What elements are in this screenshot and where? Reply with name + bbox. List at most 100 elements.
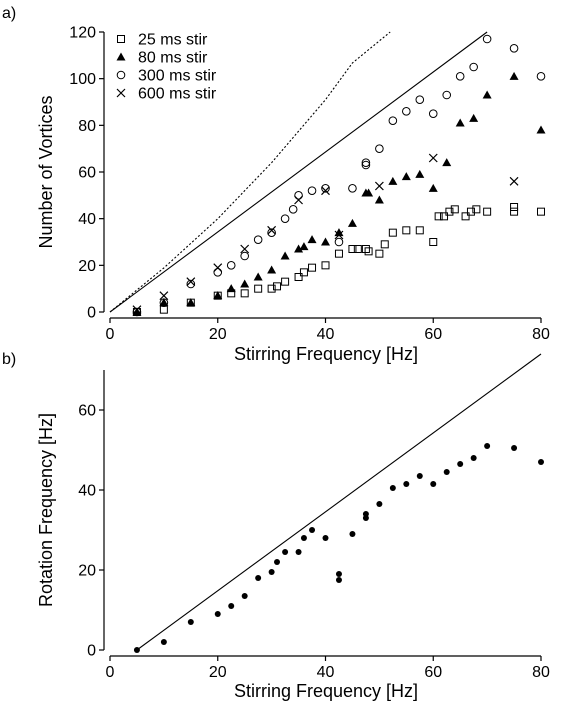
data-point-80-ms-stir [321, 237, 330, 246]
data-point-filled-circle [457, 461, 464, 467]
data-point-300-ms-stir [428, 109, 438, 118]
panel-b-y-ticks: 0 20 40 60 [78, 403, 104, 660]
data-point-25-ms-stir [483, 207, 492, 216]
panel-b-label: b) [2, 351, 16, 368]
data-point-300-ms-stir [469, 62, 478, 72]
data-point-filled-circle [403, 481, 410, 487]
data-point-25-ms-stir [450, 205, 459, 214]
data-point-80-ms-stir [226, 284, 236, 293]
legend-label-25-ms-stir: 25 ms stir [138, 32, 208, 49]
data-point-80-ms-stir [240, 279, 250, 288]
data-point-filled-circle [133, 647, 140, 653]
data-point-300-ms-stir [321, 184, 330, 193]
panel-b-x-ticks: 0 20 40 60 80 [106, 656, 550, 681]
data-point-600-ms-stir [321, 186, 330, 196]
panel-a-y-ticks: 0 20 40 60 80 100 120 [69, 25, 104, 322]
panel-b-x-axis-title: Stirring Frequency [Hz] [234, 681, 418, 701]
data-point-25-ms-stir [321, 261, 330, 270]
panel-a-x-axis-title: Stirring Frequency [Hz] [234, 344, 418, 364]
solid-reference-line [109, 31, 488, 313]
data-point-600-ms-stir [240, 244, 250, 254]
data-point-80-ms-stir [334, 228, 344, 237]
y-tick-label: 60 [78, 403, 96, 420]
panel-b-points [133, 443, 544, 653]
data-point-25-ms-stir [299, 268, 308, 277]
data-point-25-ms-stir [361, 245, 370, 253]
data-point-600-ms-stir [428, 153, 438, 163]
data-point-filled-circle [282, 549, 289, 555]
data-point-80-ms-stir [415, 169, 425, 178]
data-point-25-ms-stir [364, 247, 373, 256]
data-point-25-ms-stir [415, 226, 424, 235]
data-point-300-ms-stir [402, 107, 411, 116]
data-point-600-ms-stir [509, 176, 519, 186]
data-point-300-ms-stir [253, 235, 263, 244]
data-point-80-ms-stir [388, 176, 398, 185]
data-point-filled-circle [274, 559, 281, 565]
data-point-300-ms-stir [280, 214, 290, 223]
data-point-80-ms-stir [299, 242, 309, 251]
data-point-25-ms-stir [348, 245, 357, 253]
data-point-25-ms-stir [537, 207, 545, 216]
data-point-80-ms-stir [536, 125, 546, 134]
data-point-25-ms-stir [240, 289, 249, 298]
data-point-300-ms-stir [307, 186, 317, 195]
data-point-25-ms-stir [159, 305, 168, 314]
data-point-80-ms-stir [482, 90, 492, 99]
data-point-300-ms-stir [361, 158, 371, 167]
data-point-80-ms-stir [364, 188, 374, 197]
legend-label-80-ms-stir: 80 ms stir [138, 50, 208, 67]
data-point-25-ms-stir [402, 226, 411, 235]
data-point-25-ms-stir [380, 240, 389, 249]
data-point-80-ms-stir [374, 195, 384, 204]
data-point-filled-circle [484, 443, 491, 449]
y-tick-label: 120 [69, 25, 96, 42]
data-point-25-ms-stir [375, 249, 384, 258]
data-point-80-ms-stir [280, 251, 290, 260]
data-point-80-ms-stir [253, 272, 263, 281]
x-tick-label: 80 [532, 664, 550, 681]
data-point-filled-circle [362, 511, 369, 517]
data-point-25-ms-stir [281, 277, 290, 286]
legend-marker-80-ms-stir [116, 52, 126, 61]
data-point-filled-circle [255, 575, 262, 581]
data-point-300-ms-stir [159, 298, 169, 307]
data-point-filled-circle [214, 611, 221, 617]
data-point-25-ms-stir [461, 212, 470, 221]
data-point-80-ms-stir [401, 172, 411, 181]
data-point-80-ms-stir [186, 298, 196, 307]
legend-marker-25-ms-stir [117, 35, 125, 43]
data-point-80-ms-stir [159, 298, 169, 307]
data-point-300-ms-stir [536, 72, 546, 81]
y-tick-label: 60 [78, 165, 96, 182]
data-point-filled-circle [349, 531, 356, 537]
data-point-80-ms-stir [267, 265, 277, 274]
data-point-300-ms-stir [334, 237, 344, 247]
solid-reference-line [136, 353, 542, 651]
data-point-300-ms-stir [288, 205, 298, 214]
data-point-filled-circle [538, 459, 544, 465]
series-80-ms-stir [132, 71, 546, 316]
data-point-300-ms-stir [186, 279, 196, 289]
data-point-80-ms-stir [455, 118, 465, 127]
y-tick-label: 80 [78, 118, 96, 135]
y-tick-label: 20 [78, 258, 96, 275]
data-point-filled-circle [228, 603, 235, 609]
data-point-25-ms-stir [254, 284, 263, 293]
data-point-300-ms-stir [348, 184, 357, 193]
data-point-600-ms-stir [213, 263, 223, 273]
series-25-ms-stir [132, 203, 545, 316]
data-point-300-ms-stir [361, 160, 371, 170]
data-point-filled-circle [268, 569, 275, 575]
panel-b: b) 0 20 40 60 0 20 40 60 80 Stirring Frequency … [2, 351, 550, 701]
panel-a: a) 0 20 40 60 80 100 120 0 20 40 60 80 25 ms stir8… [2, 5, 550, 364]
data-point-filled-circle [335, 571, 342, 577]
x-tick-label: 0 [106, 664, 115, 681]
legend-label-300-ms-stir: 300 ms stir [138, 68, 217, 85]
data-point-300-ms-stir [388, 116, 398, 125]
y-tick-label: 40 [78, 211, 96, 228]
data-point-filled-circle [322, 535, 329, 541]
x-tick-label: 20 [209, 664, 227, 681]
data-point-300-ms-stir [509, 44, 519, 53]
